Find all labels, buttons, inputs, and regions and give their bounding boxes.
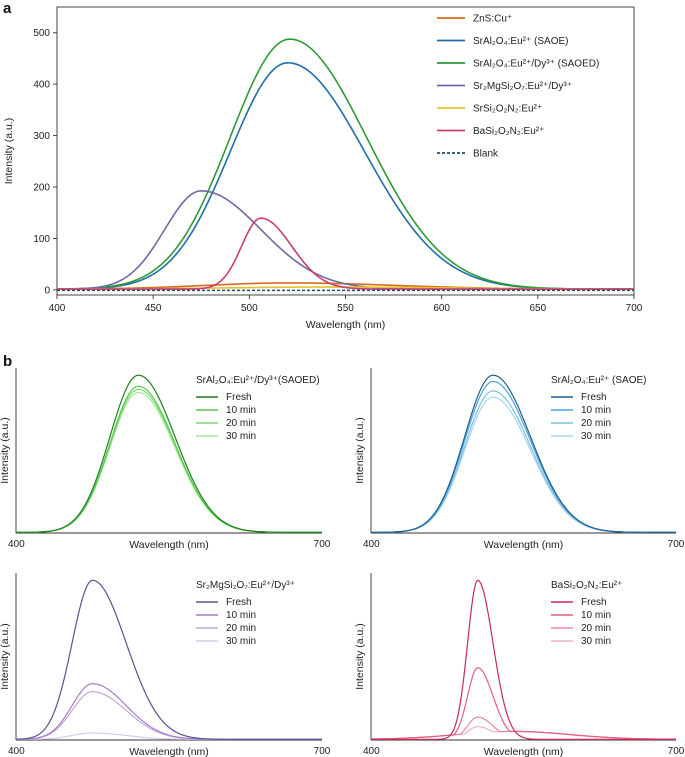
x-tick-label: 650 (529, 303, 546, 314)
panel-label-b: b (3, 353, 12, 370)
legend-label: 30 min (226, 636, 256, 647)
series-line (15, 385, 322, 533)
legend-label: 30 min (581, 636, 611, 647)
legend-label: Fresh (226, 597, 252, 608)
y-tick-label: 300 (33, 131, 50, 142)
x-tick-label: 400 (363, 539, 380, 550)
x-tick-label: 700 (626, 303, 643, 314)
series-line (56, 38, 634, 290)
y-tick-label: 100 (33, 234, 50, 245)
x-axis-label: Wavelength (nm) (484, 746, 564, 757)
chart-title: SrAl₂O₄:Eu²⁺ (SAOE) (551, 375, 646, 386)
series-line (15, 691, 322, 740)
legend-label: Fresh (581, 392, 607, 403)
x-tick-label: 400 (363, 746, 380, 757)
series-line (370, 374, 676, 533)
legend-label: 20 min (581, 418, 611, 429)
x-tick-label: 400 (8, 746, 25, 757)
x-axis-label: Wavelength (nm) (129, 746, 209, 757)
y-tick-label: 200 (33, 183, 50, 194)
legend-label: SrSi₂O₂N₂:Eu²⁺ (473, 104, 542, 115)
legend-label: 30 min (581, 431, 611, 442)
y-tick-label: 500 (33, 28, 50, 39)
series-line (370, 716, 677, 740)
x-tick-label: 400 (8, 539, 25, 550)
chart-title: SrAl₂O₄:Eu²⁺/Dy³⁺(SAOED) (196, 375, 320, 386)
y-axis-label: Intensity (a.u.) (354, 417, 366, 484)
x-tick-label: 500 (241, 303, 258, 314)
chart-title: BaSi₂O₂N₂:Eu²⁺ (551, 580, 622, 591)
x-tick-label: 400 (49, 303, 66, 314)
y-axis-label: Intensity (a.u.) (354, 623, 366, 690)
series-line (370, 390, 676, 533)
x-tick-label: 550 (337, 303, 354, 314)
legend-label: 20 min (226, 418, 256, 429)
y-tick-label: 400 (33, 80, 50, 91)
series-line (15, 683, 322, 740)
legend-label: 20 min (581, 623, 611, 634)
series-line (371, 579, 676, 740)
legend-label: Fresh (226, 392, 252, 403)
series-line (56, 190, 634, 290)
legend-label: 10 min (226, 405, 256, 416)
x-axis-label: Wavelength (nm) (129, 539, 209, 551)
legend-label: SrAl₂O₄:Eu²⁺/Dy³⁺ (SAOED) (473, 59, 599, 70)
x-axis-label: Wavelength (nm) (484, 539, 564, 551)
legend-label: Sr₂MgSi₂O₇:Eu²⁺/Dy³⁺ (473, 81, 572, 92)
legend-label: 10 min (581, 405, 611, 416)
series-line (15, 391, 322, 533)
legend-label: BaSi₂O₂N₂:Eu²⁺ (473, 126, 544, 137)
legend-label: 20 min (226, 623, 256, 634)
series-line (15, 579, 322, 740)
series-line (371, 396, 676, 533)
legend-label: 10 min (226, 610, 256, 621)
x-tick-label: 450 (145, 303, 162, 314)
series-line (15, 374, 322, 533)
legend-label: SrAl₂O₄:Eu²⁺ (SAOE) (473, 36, 568, 47)
legend-label: 30 min (226, 431, 256, 442)
x-tick-label: 700 (314, 746, 331, 757)
y-axis-label: Intensity (a.u.) (0, 623, 11, 690)
x-tick-label: 600 (433, 303, 450, 314)
series-line (370, 667, 677, 740)
legend-label: 10 min (581, 610, 611, 621)
panel-label-a: a (3, 0, 12, 17)
legend-label: Fresh (581, 597, 607, 608)
x-axis-label: Wavelength (nm) (306, 319, 386, 331)
legend-label: Blank (473, 149, 499, 160)
plot-frame (56, 6, 635, 296)
y-axis-label: Intensity (a.u.) (3, 118, 15, 185)
y-axis-label: Intensity (a.u.) (0, 417, 11, 484)
x-tick-label: 700 (668, 746, 685, 757)
y-tick-label: 0 (44, 285, 50, 296)
series-line (57, 217, 634, 290)
chart-title: Sr₂MgSi₂O₇:Eu²⁺/Dy³⁺ (196, 580, 295, 591)
x-tick-label: 700 (668, 539, 685, 550)
x-tick-label: 700 (314, 539, 331, 550)
legend-label: ZnS:Cu⁺ (473, 14, 512, 25)
series-line (15, 388, 322, 533)
series-line (370, 380, 676, 533)
